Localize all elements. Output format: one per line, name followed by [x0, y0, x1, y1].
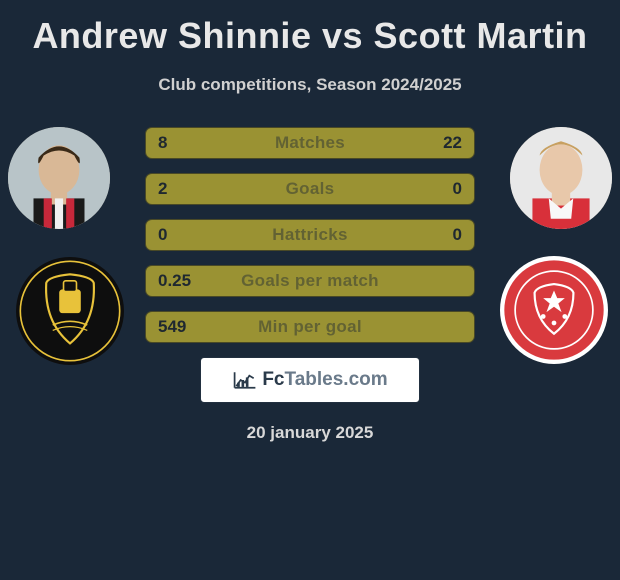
- stat-bar: 2 Goals 0: [145, 173, 475, 205]
- stat-bar: 549 Min per goal: [145, 311, 475, 343]
- stat-bar: 0 Hattricks 0: [145, 219, 475, 251]
- avatar-placeholder-icon: [8, 127, 110, 229]
- subtitle: Club competitions, Season 2024/2025: [0, 75, 620, 95]
- player1-club-crest: [16, 257, 124, 365]
- stat-left-value: 0.25: [158, 271, 198, 291]
- chart-icon: [232, 369, 258, 391]
- badge-dotcom: .com: [343, 369, 387, 390]
- stat-label: Hattricks: [272, 225, 347, 245]
- source-badge[interactable]: FcTables.com: [200, 357, 420, 403]
- stat-label: Matches: [275, 133, 345, 153]
- player2-avatar: [510, 127, 612, 229]
- stat-label: Goals per match: [241, 271, 379, 291]
- club-crest-icon: [16, 257, 124, 365]
- title-player1: Andrew Shinnie: [32, 15, 311, 56]
- comparison-card: Andrew Shinnie vs Scott Martin Club comp…: [0, 0, 620, 443]
- stat-bars: 8Matches222Goals00Hattricks00.25Goals pe…: [145, 127, 475, 343]
- stat-left-value: 549: [158, 317, 198, 337]
- stat-left-value: 2: [158, 179, 198, 199]
- stat-left-value: 8: [158, 133, 198, 153]
- stat-left-value: 0: [158, 225, 198, 245]
- source-badge-text: FcTables.com: [262, 369, 387, 391]
- stat-right-value: 22: [422, 133, 462, 153]
- stats-block: 8Matches222Goals00Hattricks00.25Goals pe…: [0, 127, 620, 343]
- date: 20 january 2025: [0, 423, 620, 443]
- title-vs: vs: [322, 15, 363, 56]
- page-title: Andrew Shinnie vs Scott Martin: [0, 15, 620, 57]
- stat-right-value: 0: [422, 225, 462, 245]
- player2-club-crest: [500, 256, 608, 364]
- player1-avatar: [8, 127, 110, 229]
- stat-label: Min per goal: [258, 317, 362, 337]
- stat-label: Goals: [286, 179, 335, 199]
- badge-suffix: Tables: [285, 369, 344, 390]
- stat-bar: 0.25 Goals per match: [145, 265, 475, 297]
- club-crest-icon: [500, 256, 608, 364]
- avatar-placeholder-icon: [510, 127, 612, 229]
- stat-right-value: 0: [422, 179, 462, 199]
- stat-bar: 8 Matches 22: [145, 127, 475, 159]
- title-player2: Scott Martin: [374, 15, 588, 56]
- badge-prefix: Fc: [262, 369, 284, 390]
